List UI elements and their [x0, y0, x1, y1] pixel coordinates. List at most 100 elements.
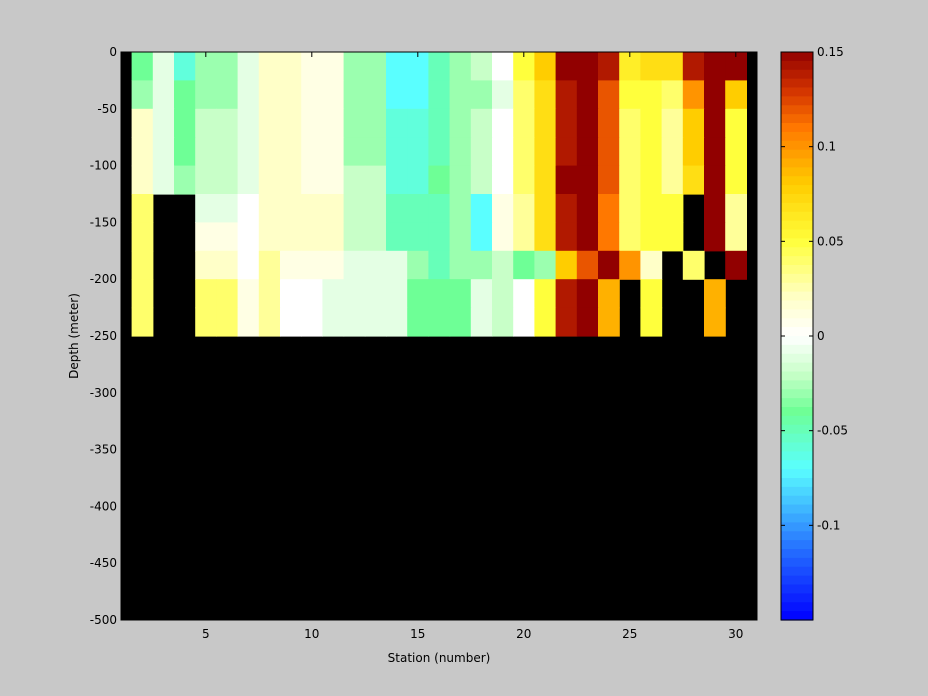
colorbar-segment	[781, 522, 813, 532]
heatmap-cell	[195, 194, 217, 223]
colorbar-segment	[781, 96, 813, 106]
heatmap-cell	[364, 250, 387, 280]
heatmap-cell	[555, 279, 578, 309]
colorbar-segment	[781, 247, 813, 257]
heatmap-cell	[449, 108, 472, 138]
heatmap-cell	[640, 80, 663, 110]
heatmap-cell	[216, 165, 239, 195]
colorbar-segment	[781, 140, 813, 151]
heatmap-cell	[195, 279, 217, 309]
heatmap-cell	[258, 307, 281, 337]
heatmap-cell	[470, 307, 493, 337]
heatmap-cell	[682, 80, 705, 110]
heatmap-cell	[131, 250, 154, 280]
heatmap-cell	[322, 80, 345, 110]
x-tick-label: 15	[410, 627, 425, 641]
x-axis-label: Station (number)	[388, 651, 491, 665]
colorbar-segment	[781, 273, 813, 284]
colorbar-tick-label: -0.05	[817, 424, 848, 438]
heatmap-cell	[555, 52, 578, 81]
y-tick-label: -200	[90, 272, 117, 286]
colorbar-segment	[781, 194, 813, 204]
heatmap-cell	[131, 52, 154, 81]
heatmap-cell	[598, 137, 620, 167]
heatmap-cell	[513, 80, 535, 110]
heatmap-cell	[449, 250, 472, 280]
heatmap-cell	[364, 108, 387, 138]
colorbar-segment	[781, 424, 813, 435]
heatmap-cell	[343, 108, 366, 138]
heatmap-cell	[407, 222, 429, 252]
heatmap-cell	[174, 80, 196, 110]
heatmap-cell	[343, 194, 366, 223]
heatmap-cell	[280, 165, 302, 195]
heatmap-cell	[343, 165, 366, 195]
heatmap-cell	[534, 307, 557, 337]
heatmap-cell	[534, 52, 557, 81]
heatmap-cell	[661, 194, 684, 223]
heatmap-cell	[301, 137, 323, 167]
y-tick-label: -400	[90, 499, 117, 513]
y-axis-label: Depth (meter)	[67, 293, 81, 379]
colorbar-segment	[781, 176, 813, 186]
heatmap-cell	[322, 222, 345, 252]
heatmap-cell	[640, 279, 663, 309]
heatmap-cell	[576, 307, 599, 337]
colorbar-segment	[781, 185, 813, 195]
heatmap-cell	[704, 80, 726, 110]
heatmap-cell	[364, 279, 387, 309]
heatmap-cell	[322, 279, 345, 309]
heatmap-cell	[470, 279, 493, 309]
heatmap-cell	[131, 279, 154, 309]
heatmap-cell	[280, 307, 302, 337]
heatmap-cell	[661, 80, 684, 110]
y-tick-label: -100	[90, 159, 117, 173]
heatmap-cell	[174, 108, 196, 138]
heatmap-cell	[513, 108, 535, 138]
colorbar-segment	[781, 300, 813, 310]
heatmap-cell	[343, 137, 366, 167]
heatmap-cell	[470, 250, 493, 280]
heatmap-cell	[661, 108, 684, 138]
heatmap-cell	[195, 108, 217, 138]
heatmap-cell	[131, 137, 154, 167]
heatmap-cell	[725, 80, 747, 110]
heatmap-cell	[470, 137, 493, 167]
heatmap-cell	[704, 165, 726, 195]
colorbar-segment	[781, 513, 813, 523]
heatmap-cell	[301, 165, 323, 195]
heatmap-cell	[407, 250, 429, 280]
heatmap-cell	[407, 279, 429, 309]
heatmap-cell	[619, 52, 641, 81]
heatmap-cell	[534, 80, 557, 110]
heatmap-cell	[534, 108, 557, 138]
heatmap-cell	[470, 52, 493, 81]
heatmap-cell	[661, 137, 684, 167]
heatmap-cell	[258, 279, 281, 309]
heatmap-cell	[470, 222, 493, 252]
heatmap-cell	[258, 250, 281, 280]
heatmap-cell	[534, 165, 557, 195]
colorbar-segment	[781, 105, 813, 115]
heatmap-cell	[598, 250, 620, 280]
heatmap-cell	[386, 137, 408, 167]
heatmap-cell	[195, 307, 217, 337]
heatmap-cell	[428, 137, 451, 167]
heatmap-cell	[428, 250, 451, 280]
heatmap-cell	[704, 222, 726, 252]
colorbar-segment	[781, 344, 813, 355]
heatmap-cell	[513, 52, 535, 81]
heatmap-cell	[492, 137, 514, 167]
colorbar-segment	[781, 540, 813, 550]
heatmap-cell	[619, 165, 641, 195]
colorbar-segment	[781, 238, 813, 248]
colorbar-segment	[781, 602, 813, 612]
heatmap-cell	[280, 108, 302, 138]
heatmap-cell	[640, 52, 663, 81]
colorbar-segment	[781, 309, 813, 319]
heatmap-cell	[407, 52, 429, 81]
heatmap-cell	[725, 165, 747, 195]
colorbar-segment	[781, 202, 813, 213]
x-axis-ticks: 5 10 15 20 25 30	[202, 52, 743, 641]
heatmap-cell	[131, 165, 154, 195]
